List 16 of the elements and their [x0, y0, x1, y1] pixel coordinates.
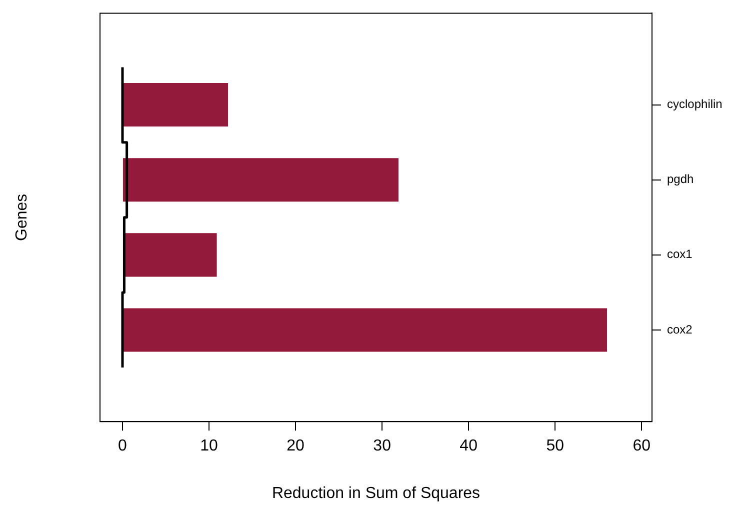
y-tick-label: cyclophilin	[667, 97, 722, 112]
bar	[122, 308, 608, 352]
x-tick-label: 10	[200, 438, 218, 455]
y-tick-label: cox1	[667, 247, 693, 262]
y-tick-label: cox2	[667, 322, 693, 336]
y-tick-label: pgdh	[667, 172, 694, 186]
x-tick-label: 20	[286, 438, 305, 455]
x-tick-label: 40	[460, 438, 478, 455]
bar	[122, 158, 398, 202]
y-axis-title: Genes	[13, 194, 30, 241]
x-tick-label: 60	[632, 438, 651, 455]
x-axis-title: Reduction in Sum of Squares	[272, 484, 480, 502]
x-tick-label: 30	[373, 438, 392, 455]
x-tick-label: 50	[546, 438, 564, 455]
x-tick-label: 0	[118, 438, 128, 455]
bar	[122, 83, 228, 127]
